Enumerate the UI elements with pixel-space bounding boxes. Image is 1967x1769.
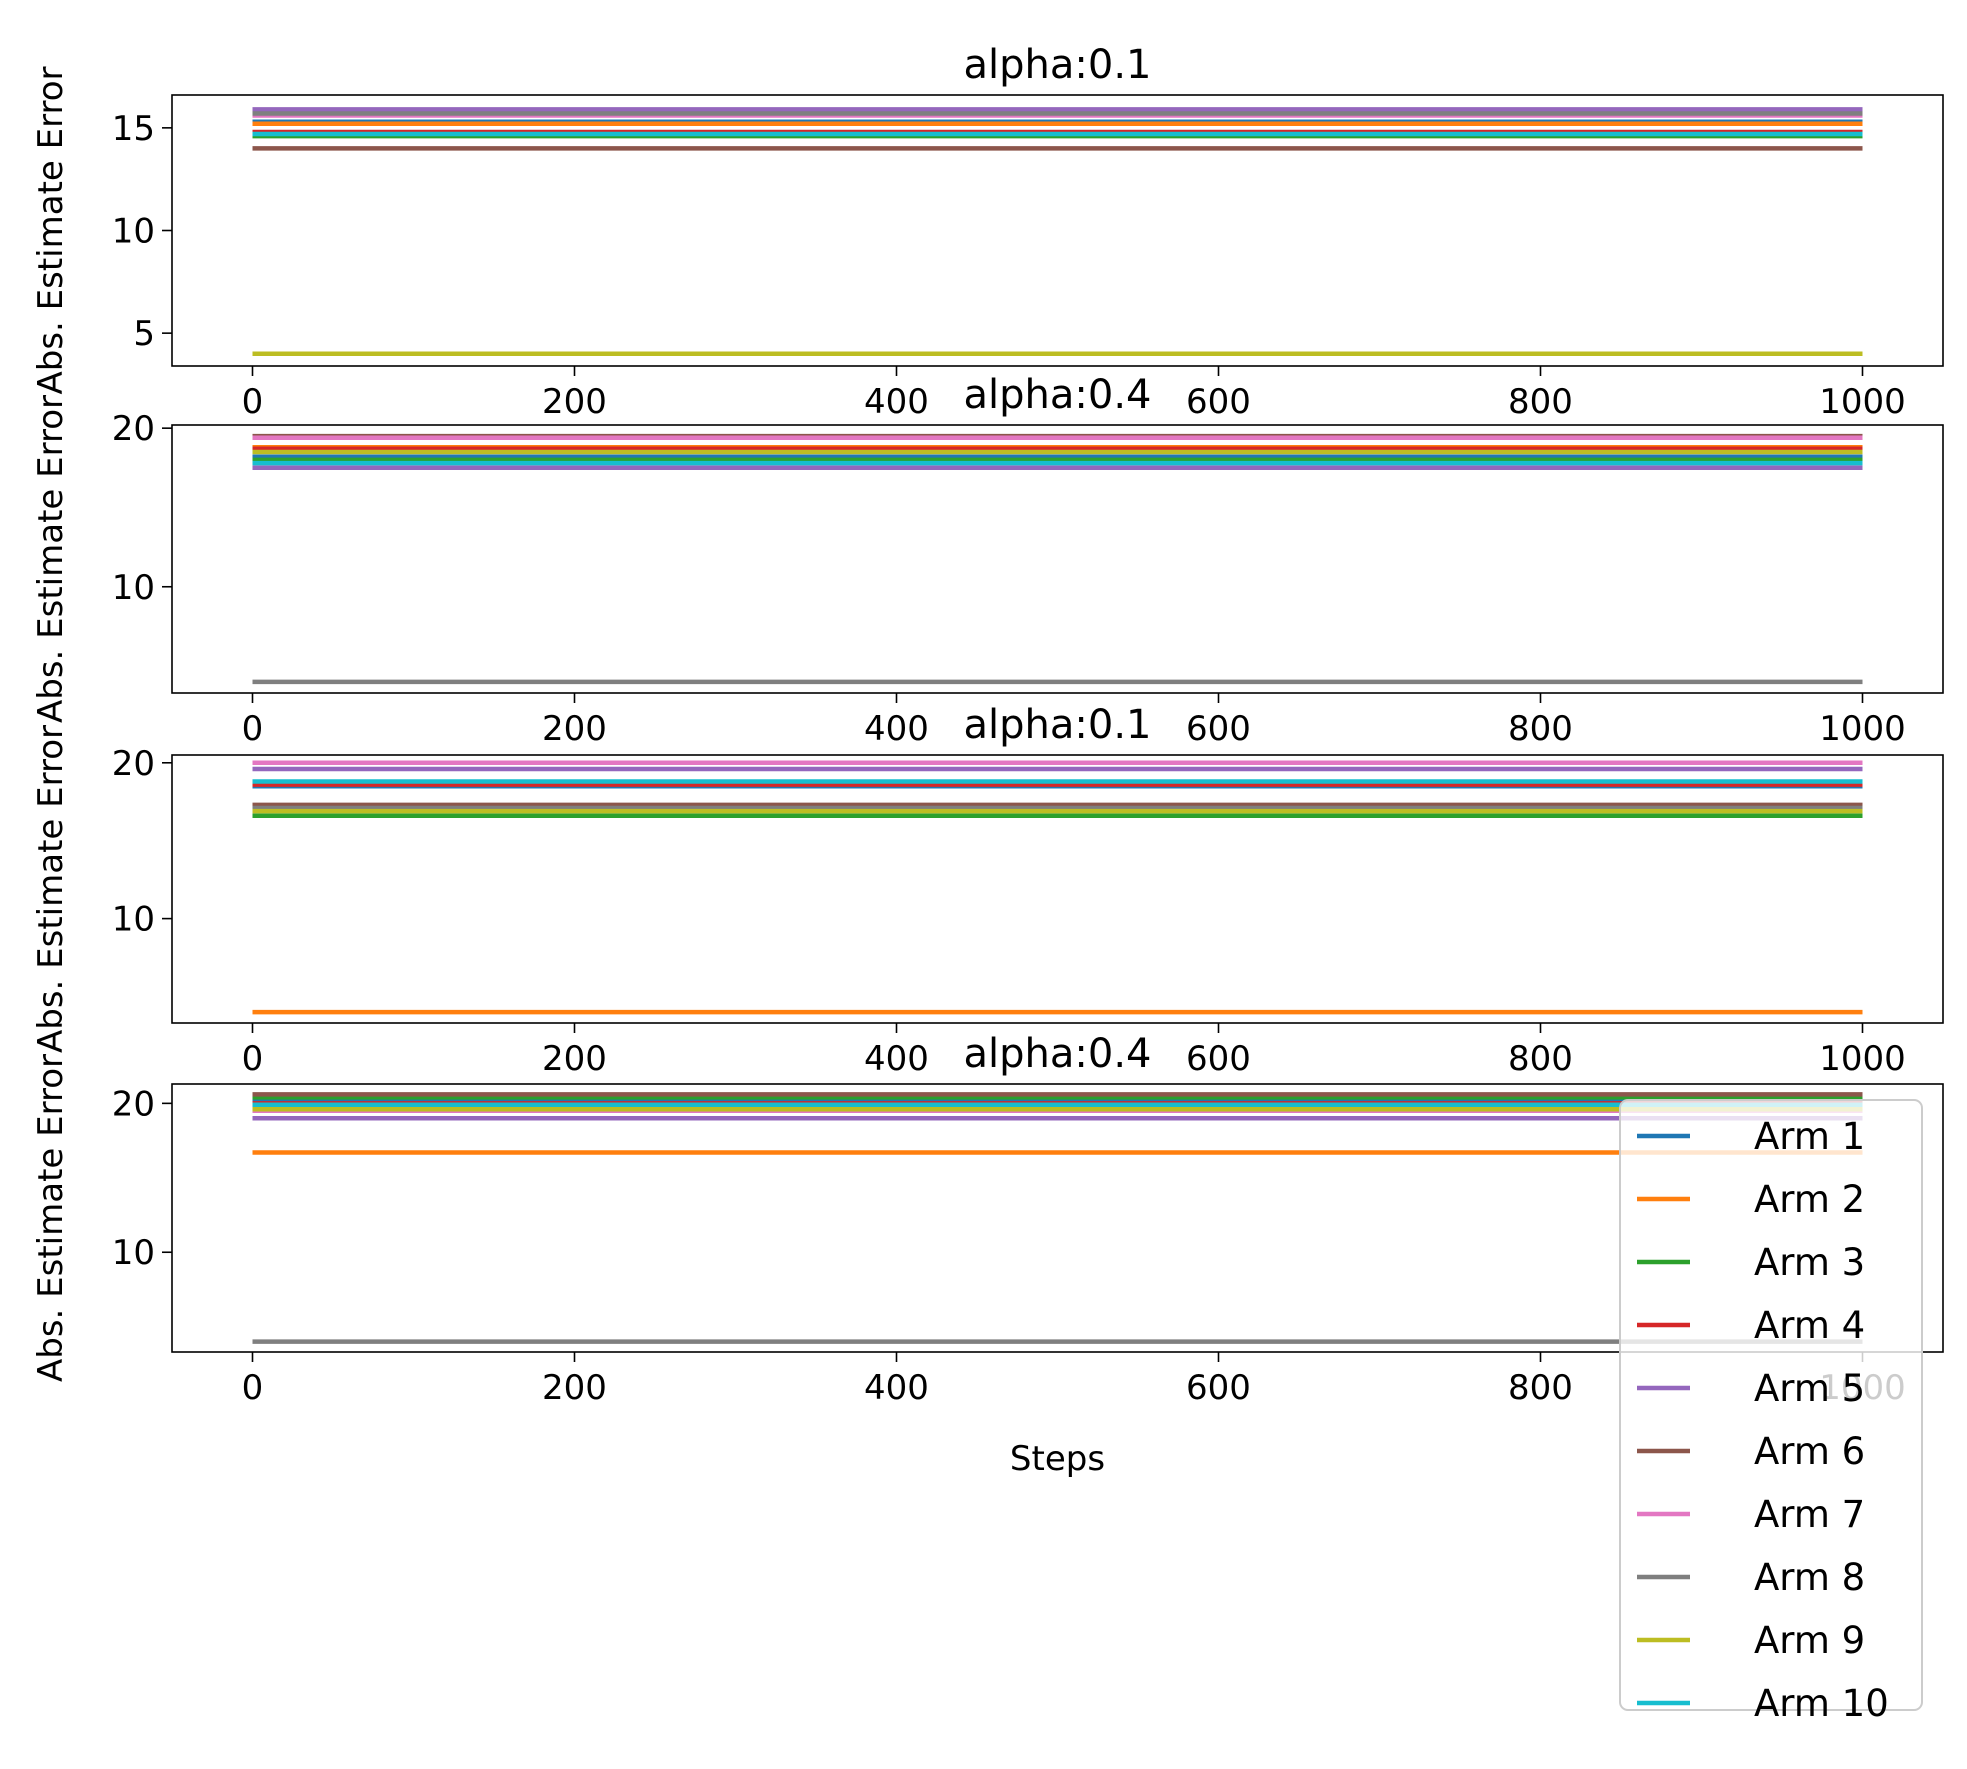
y-tick-label: 5 <box>133 314 155 354</box>
y-axis-label: Abs. Estimate Error <box>31 1054 71 1382</box>
axes-frame <box>171 754 1944 1024</box>
subplot-title: alpha:0.1 <box>964 702 1152 748</box>
subplot-1: 0 200 400 600 800 1000 5 10 15 alpha:0.1 Abs. Esti… <box>31 42 1944 422</box>
y-tick-label: 10 <box>112 568 155 608</box>
x-tick-label: 0 <box>242 709 264 749</box>
x-tick-label: 600 <box>1186 382 1251 422</box>
x-tick-label: 0 <box>242 1039 264 1079</box>
legend-frame <box>1619 1099 1923 1711</box>
subplot-2: 0 200 400 600 800 1000 10 20 alpha:0.4 Abs. Estim… <box>31 372 1944 749</box>
legend-label: Arm 6 <box>1754 1430 1865 1473</box>
x-tick-label: 600 <box>1186 1039 1251 1079</box>
x-tick-label: 600 <box>1186 709 1251 749</box>
y-tick-label: 20 <box>112 409 155 449</box>
x-tick-label: 200 <box>542 709 607 749</box>
axes-frame <box>171 424 1944 694</box>
legend-label: Arm 7 <box>1754 1493 1865 1536</box>
legend-label: Arm 5 <box>1754 1367 1865 1410</box>
y-tick-label: 10 <box>112 1233 155 1273</box>
y-tick-label: 20 <box>112 1084 155 1124</box>
x-tick-label: 1000 <box>1819 1039 1906 1079</box>
x-tick-label: 0 <box>242 382 264 422</box>
subplot-4: 0 200 400 600 800 1000 10 20 alpha:0.4 Abs. Estim… <box>31 1031 1944 1479</box>
x-tick-label: 1000 <box>1819 709 1906 749</box>
x-tick-label: 600 <box>1186 1368 1251 1408</box>
x-tick-label: 0 <box>242 1368 264 1408</box>
legend-label: Arm 4 <box>1754 1304 1865 1347</box>
y-axis-label: Abs. Estimate Error <box>31 66 71 394</box>
legend: Arm 1 Arm 2 Arm 3 Arm 4 Arm 5 Arm 6 Arm 7 Arm 8… <box>1619 1099 1923 1725</box>
legend-label: Arm 2 <box>1754 1178 1865 1221</box>
y-tick-label: 20 <box>112 744 155 784</box>
x-tick-label: 800 <box>1508 1039 1573 1079</box>
x-axis-label: Steps <box>1010 1439 1105 1479</box>
axes-frame <box>171 1083 1944 1353</box>
legend-label: Arm 3 <box>1754 1241 1865 1284</box>
legend-label: Arm 10 <box>1754 1682 1889 1725</box>
x-tick-label: 400 <box>864 1368 929 1408</box>
x-tick-label: 800 <box>1508 1368 1573 1408</box>
legend-label: Arm 1 <box>1754 1115 1865 1158</box>
x-tick-label: 200 <box>542 382 607 422</box>
x-tick-label: 800 <box>1508 382 1573 422</box>
y-axis-label: Abs. Estimate Error <box>31 725 71 1053</box>
y-tick-label: 10 <box>112 900 155 940</box>
subplot-title: alpha:0.4 <box>964 1031 1152 1077</box>
subplot-title: alpha:0.4 <box>964 372 1152 418</box>
y-tick-label: 10 <box>112 212 155 252</box>
x-tick-label: 400 <box>864 709 929 749</box>
x-tick-label: 800 <box>1508 709 1573 749</box>
x-tick-label: 400 <box>864 1039 929 1079</box>
x-tick-label: 200 <box>542 1368 607 1408</box>
subplot-title: alpha:0.1 <box>964 42 1152 88</box>
subplot-3: 0 200 400 600 800 1000 10 20 alpha:0.1 Abs. Estim… <box>31 702 1944 1079</box>
legend-label: Arm 8 <box>1754 1556 1865 1599</box>
x-tick-label: 200 <box>542 1039 607 1079</box>
y-axis-label: Abs. Estimate Error <box>31 395 71 723</box>
x-tick-label: 400 <box>864 382 929 422</box>
x-tick-label: 1000 <box>1819 382 1906 422</box>
legend-label: Arm 9 <box>1754 1619 1865 1662</box>
y-tick-label: 15 <box>112 109 155 149</box>
